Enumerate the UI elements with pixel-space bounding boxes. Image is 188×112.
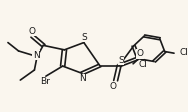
Text: O: O xyxy=(109,82,117,91)
Text: N: N xyxy=(33,51,39,60)
Text: Cl: Cl xyxy=(180,48,188,57)
Text: Cl: Cl xyxy=(139,60,148,69)
Text: S: S xyxy=(118,56,124,65)
Text: S: S xyxy=(82,33,88,42)
Text: O: O xyxy=(28,27,35,36)
Text: Br: Br xyxy=(40,78,50,86)
Text: N: N xyxy=(80,74,86,83)
Text: O: O xyxy=(137,49,144,58)
